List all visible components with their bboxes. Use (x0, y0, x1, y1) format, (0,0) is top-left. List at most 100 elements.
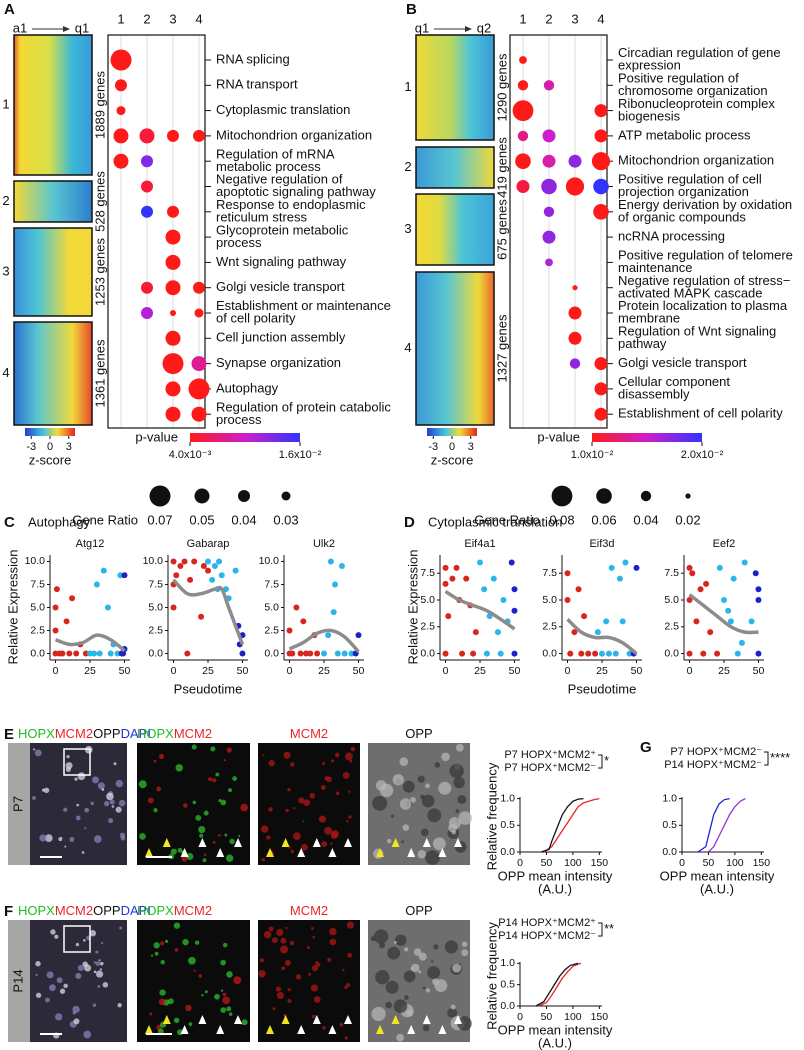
dot (193, 281, 205, 294)
x-tick-label: 100 (726, 857, 744, 869)
arrowhead (266, 848, 274, 857)
arrow-start: q1 (415, 20, 429, 35)
x-axis-label: OPP mean intensity (498, 1022, 613, 1037)
x-tick-label: 25 (84, 665, 96, 677)
cell-point (286, 627, 293, 634)
cell (35, 973, 38, 977)
dot (167, 129, 179, 142)
dot (593, 204, 609, 220)
dot (569, 358, 581, 369)
cell (386, 838, 392, 844)
y-tick-label: 0.5 (500, 819, 515, 831)
significance: * (604, 753, 609, 768)
cell-point (211, 563, 218, 570)
cell (198, 974, 203, 978)
x-axis-label: OPP mean intensity (498, 868, 613, 883)
cell-point (52, 650, 59, 657)
arrowhead (281, 1015, 290, 1024)
arrowhead (216, 848, 225, 857)
dot (542, 230, 556, 244)
cell (210, 746, 216, 752)
cell (413, 948, 422, 956)
heatmap-block (415, 271, 495, 426)
arrowhead (344, 838, 352, 847)
x-tick-label: 0 (517, 1011, 523, 1023)
y-tick-label: 0.0 (30, 647, 45, 659)
dot (517, 130, 529, 142)
dot (165, 229, 181, 245)
cell (82, 961, 88, 967)
x-tick-label: 50 (703, 857, 715, 869)
dot (568, 154, 582, 168)
cell (191, 744, 197, 750)
cell-point (100, 567, 107, 574)
cell (350, 746, 356, 752)
column-label: 2 (143, 11, 150, 26)
cell (151, 954, 154, 957)
cell-point (232, 567, 239, 574)
cluster-label: 4 (404, 340, 411, 355)
cell (266, 835, 271, 840)
cell (173, 1017, 180, 1024)
heatmap-block (13, 227, 93, 317)
cell-point (209, 576, 216, 583)
column-label: 3 (571, 11, 578, 26)
cell-point (697, 586, 704, 593)
cell (103, 800, 110, 807)
cell (461, 941, 468, 947)
arrowhead (376, 848, 384, 857)
cell-point (96, 650, 103, 657)
cell (222, 992, 227, 997)
cell-point (755, 586, 762, 593)
cell (324, 826, 333, 835)
header-part: HOPX (18, 726, 55, 741)
cell (390, 814, 395, 818)
trend-line (444, 589, 516, 631)
cell-point (181, 558, 188, 565)
cell (373, 929, 389, 944)
legend-entry: P7 HOPX⁺MCM2⁻ (670, 746, 762, 758)
term-label: Negative regulation of (216, 172, 343, 187)
term-label: Negative regulation of stress− (618, 273, 790, 288)
header-part: MCM2 (290, 726, 328, 741)
cell (393, 940, 397, 944)
cell (199, 833, 204, 838)
cluster-label: 2 (404, 159, 411, 174)
cell (290, 849, 295, 854)
column-label: 1 (519, 11, 526, 26)
x-tick-label: 150 (591, 1011, 609, 1023)
cdf-line (707, 798, 746, 853)
arrowhead (180, 848, 189, 857)
cell (259, 958, 265, 963)
cell (438, 781, 452, 795)
pvalue-tick-label: 4.0x10⁻³ (169, 449, 212, 461)
cell-point (297, 650, 304, 657)
term-label: Response to endoplasmic (216, 197, 366, 212)
panel-label: A (4, 1, 15, 18)
x-tick-label: 50 (119, 665, 131, 677)
pvalue-tick-label: 1.0x10⁻² (571, 449, 614, 461)
dot-frame (107, 34, 206, 429)
cell (83, 939, 86, 942)
cell-point (334, 650, 341, 657)
term-label: biogenesis (618, 108, 681, 123)
cell-point (603, 618, 610, 625)
inset-box (63, 925, 91, 953)
micrograph (137, 920, 250, 1042)
arrowhead (234, 1015, 242, 1024)
cell (272, 1007, 276, 1011)
cell-point (120, 650, 127, 657)
cell (158, 998, 166, 1006)
dot (115, 79, 127, 92)
cell (77, 964, 84, 972)
cell (175, 764, 183, 772)
cell-point (481, 586, 488, 593)
cell (183, 803, 188, 808)
cell (433, 837, 446, 851)
pvalue-tick-label: 2.0x10⁻² (681, 449, 724, 461)
dot (165, 280, 181, 296)
cell (203, 810, 209, 816)
cell (69, 836, 75, 843)
dot (568, 331, 582, 345)
